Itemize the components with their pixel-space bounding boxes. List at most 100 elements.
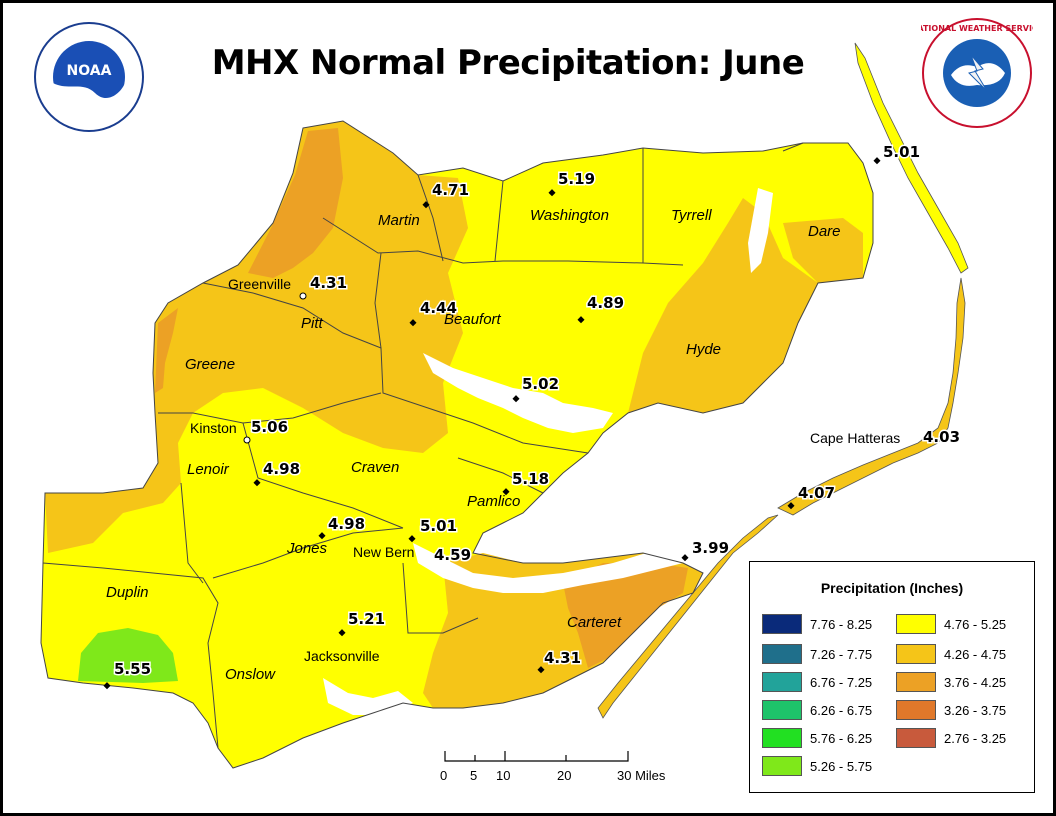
legend-item: 5.76 - 6.25 <box>762 728 872 748</box>
legend-item: 4.26 - 4.75 <box>896 644 1006 664</box>
legend-item-label: 4.26 - 4.75 <box>944 646 1007 662</box>
station-dot <box>253 479 261 487</box>
legend-item-label: 5.26 - 5.75 <box>810 758 873 774</box>
county-label-dare: Dare <box>808 223 841 240</box>
water-neuse-river <box>413 543 703 593</box>
legend-swatch <box>762 614 802 634</box>
station-value: 4.03 <box>923 428 960 446</box>
station-dot <box>422 201 430 209</box>
legend-swatch <box>762 644 802 664</box>
county-boundaries <box>40 120 874 769</box>
county-label-duplin: Duplin <box>106 584 149 601</box>
noaa-logo-text: NOAA <box>67 63 112 79</box>
station-dot <box>409 319 417 327</box>
county-label-jones: Jones <box>286 540 328 557</box>
station-value: 5.02 <box>522 375 559 393</box>
region-orange-greene <box>155 308 178 393</box>
scale-bar: 0 5 10 20 30 Miles <box>440 751 666 783</box>
scale-tick-5: 5 <box>470 768 477 783</box>
water-pamlico-river <box>423 353 613 433</box>
scale-tick-0: 0 <box>440 768 447 783</box>
region-orange-hyde <box>628 198 818 413</box>
legend-item-label: 6.76 - 7.25 <box>810 674 873 690</box>
legend-swatch <box>762 756 802 776</box>
county-label-lenoir: Lenoir <box>187 461 230 478</box>
legend-item-label: 3.76 - 4.25 <box>944 674 1007 690</box>
legend-item: 7.26 - 7.75 <box>762 644 872 664</box>
legend-swatch <box>762 700 802 720</box>
legend-item-label: 4.76 - 5.25 <box>944 616 1007 632</box>
station-value: 4.98 <box>328 515 365 533</box>
legend-item: 7.76 - 8.25 <box>762 614 872 634</box>
legend-swatch <box>896 728 936 748</box>
region-light-orange-west <box>45 121 468 553</box>
legend-item: 3.26 - 3.75 <box>896 700 1006 720</box>
station-value: 3.99 <box>692 539 729 557</box>
station-value: 5.21 <box>348 610 385 628</box>
station-value: 5.06 <box>251 418 288 436</box>
region-dark-orange-carteret <box>563 563 688 668</box>
water-alligator-river <box>748 188 773 273</box>
outer-banks-hatteras <box>777 277 966 516</box>
station-value: 5.19 <box>558 170 595 188</box>
station-dot <box>318 532 326 540</box>
outer-banks-core <box>597 514 779 719</box>
county-label-craven: Craven <box>351 459 399 476</box>
legend-item-label: 7.76 - 8.25 <box>810 616 873 632</box>
station-dot <box>408 535 416 543</box>
noaa-logo: NOAA <box>33 21 145 133</box>
county-label-pitt: Pitt <box>301 315 324 332</box>
station-dot <box>577 316 585 324</box>
station-value: 4.31 <box>544 649 581 667</box>
station-value: 4.07 <box>798 484 835 502</box>
county-label-hyde: Hyde <box>686 341 721 358</box>
legend-item-label: 3.26 - 3.75 <box>944 702 1007 718</box>
legend: Precipitation (Inches) 7.76 - 8.25 7.26 … <box>749 561 1035 793</box>
nws-logo: NATIONAL WEATHER SERVICE <box>911 17 1043 129</box>
city-label-new-bern: New Bern <box>353 544 414 560</box>
outer-banks-north <box>854 42 969 274</box>
county-label-carteret: Carteret <box>567 614 622 631</box>
station-value: 4.44 <box>420 299 457 317</box>
legend-swatch <box>896 672 936 692</box>
legend-swatch <box>896 614 936 634</box>
station-value: 4.71 <box>432 181 469 199</box>
region-orange-pitt <box>248 128 343 278</box>
station-value: 5.55 <box>114 660 151 678</box>
county-label-pamlico: Pamlico <box>467 493 520 510</box>
county-label-martin: Martin <box>378 212 420 229</box>
county-label-washington: Washington <box>530 207 609 224</box>
scale-tick-10: 10 <box>496 768 510 783</box>
station-dot <box>512 395 520 403</box>
station-value: 4.31 <box>310 274 347 292</box>
legend-item-label: 2.76 - 3.25 <box>944 730 1007 746</box>
city-label-cape-hatteras: Cape Hatteras <box>810 430 900 446</box>
station-value: 4.89 <box>587 294 624 312</box>
map-title: MHX Normal Precipitation: June <box>211 43 805 83</box>
station-dot <box>502 488 510 496</box>
scale-tick-30: 30 Miles <box>617 768 666 783</box>
city-marker-kinston <box>243 436 251 444</box>
legend-item: 6.26 - 6.75 <box>762 700 872 720</box>
station-dot <box>681 554 689 562</box>
city-label-jacksonville: Jacksonville <box>304 648 380 664</box>
station-dot <box>537 666 545 674</box>
station-points <box>103 157 881 690</box>
station-dot <box>873 157 881 165</box>
legend-swatch <box>896 700 936 720</box>
precipitation-map: Martin Washington Tyrrell Dare Pitt Beau… <box>40 42 969 783</box>
station-value: 5.18 <box>512 470 549 488</box>
city-marker-greenville <box>299 292 307 300</box>
station-value: 5.01 <box>883 143 920 161</box>
nws-logo-text: NATIONAL WEATHER SERVICE <box>921 24 1033 33</box>
legend-item: 2.76 - 3.25 <box>896 728 1006 748</box>
station-dot <box>548 189 556 197</box>
scale-tick-20: 20 <box>557 768 571 783</box>
county-label-tyrrell: Tyrrell <box>671 207 712 224</box>
region-green-duplin <box>78 628 178 683</box>
legend-item: 5.26 - 5.75 <box>762 756 872 776</box>
station-value: 4.98 <box>263 460 300 478</box>
station-value: 5.01 <box>420 517 457 535</box>
city-label-greenville: Greenville <box>228 276 291 292</box>
